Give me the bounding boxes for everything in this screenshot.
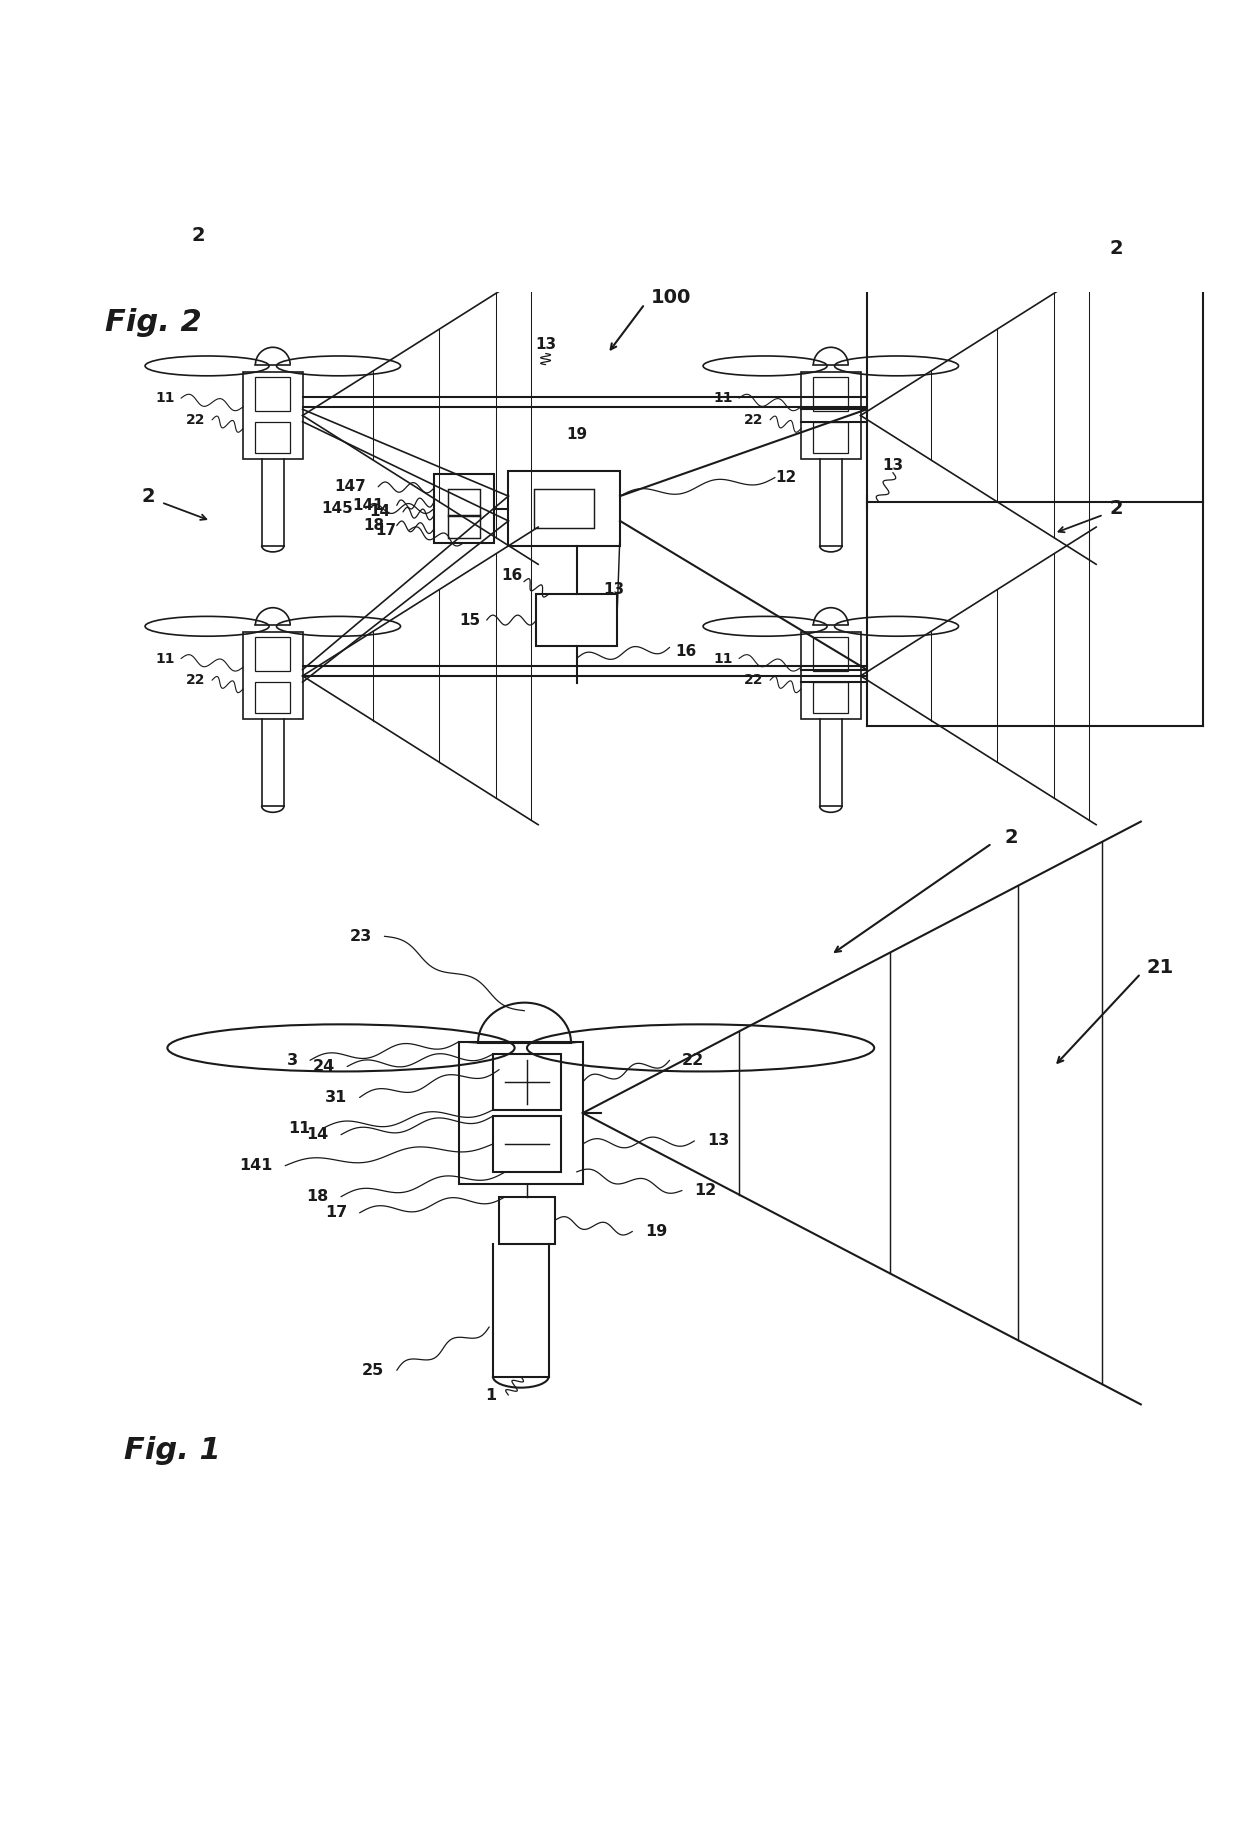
Text: 16: 16: [501, 569, 522, 583]
Bar: [243, 633, 303, 720]
Text: 19: 19: [565, 427, 588, 441]
Text: 22: 22: [682, 1054, 704, 1068]
Bar: [459, 1041, 583, 1185]
Bar: [448, 516, 480, 538]
Bar: [255, 682, 290, 713]
Text: Fig. 1: Fig. 1: [124, 1437, 221, 1466]
Bar: [434, 474, 494, 543]
Text: 22: 22: [744, 412, 764, 427]
Text: 11: 11: [155, 651, 175, 665]
Text: 1: 1: [485, 1387, 496, 1402]
Bar: [243, 372, 303, 459]
Bar: [536, 594, 618, 645]
Bar: [813, 682, 848, 713]
Text: 22: 22: [744, 673, 764, 687]
Bar: [255, 638, 290, 671]
Text: 22: 22: [186, 412, 206, 427]
Text: 145: 145: [321, 501, 353, 516]
Text: 141: 141: [352, 498, 384, 512]
Text: 2: 2: [192, 226, 205, 246]
Bar: [813, 377, 848, 410]
Text: 18: 18: [363, 518, 384, 532]
Text: 100: 100: [651, 288, 692, 308]
Text: 14: 14: [370, 505, 391, 520]
Text: 31: 31: [325, 1090, 347, 1105]
Text: 23: 23: [350, 928, 372, 944]
Text: 17: 17: [376, 523, 397, 538]
Bar: [498, 1196, 556, 1243]
Bar: [813, 421, 848, 452]
Text: 15: 15: [459, 613, 481, 627]
Text: 14: 14: [306, 1127, 329, 1143]
Text: 2: 2: [143, 487, 155, 505]
Text: 2: 2: [1110, 500, 1122, 518]
Bar: [813, 638, 848, 671]
Bar: [492, 1116, 560, 1172]
Text: 25: 25: [362, 1364, 384, 1378]
Text: 11: 11: [713, 651, 733, 665]
Text: Fig. 2: Fig. 2: [105, 308, 202, 337]
Text: 3: 3: [286, 1054, 298, 1068]
Bar: [801, 372, 861, 459]
Bar: [255, 377, 290, 410]
Bar: [801, 633, 861, 720]
Bar: [492, 1054, 560, 1110]
Text: 147: 147: [334, 479, 366, 494]
Text: 17: 17: [325, 1205, 347, 1220]
Text: 21: 21: [1147, 957, 1174, 977]
Bar: [448, 489, 480, 516]
Text: 13: 13: [882, 458, 904, 472]
Bar: [534, 489, 594, 529]
Text: 12: 12: [775, 470, 796, 485]
Bar: [255, 421, 290, 452]
Text: 11: 11: [155, 392, 175, 405]
Text: 13: 13: [707, 1134, 729, 1148]
Text: 13: 13: [534, 337, 557, 352]
Text: 141: 141: [239, 1158, 273, 1174]
Bar: [508, 472, 620, 545]
Text: 13: 13: [603, 582, 625, 596]
Text: 18: 18: [306, 1189, 329, 1205]
Text: 24: 24: [312, 1059, 335, 1074]
Text: 19: 19: [645, 1223, 667, 1240]
Text: 11: 11: [713, 392, 733, 405]
Text: 2: 2: [1004, 828, 1018, 846]
Text: 12: 12: [694, 1183, 717, 1198]
Text: 22: 22: [186, 673, 206, 687]
Text: 2: 2: [1110, 239, 1122, 257]
Text: 11: 11: [288, 1121, 310, 1136]
Text: 16: 16: [676, 644, 697, 658]
